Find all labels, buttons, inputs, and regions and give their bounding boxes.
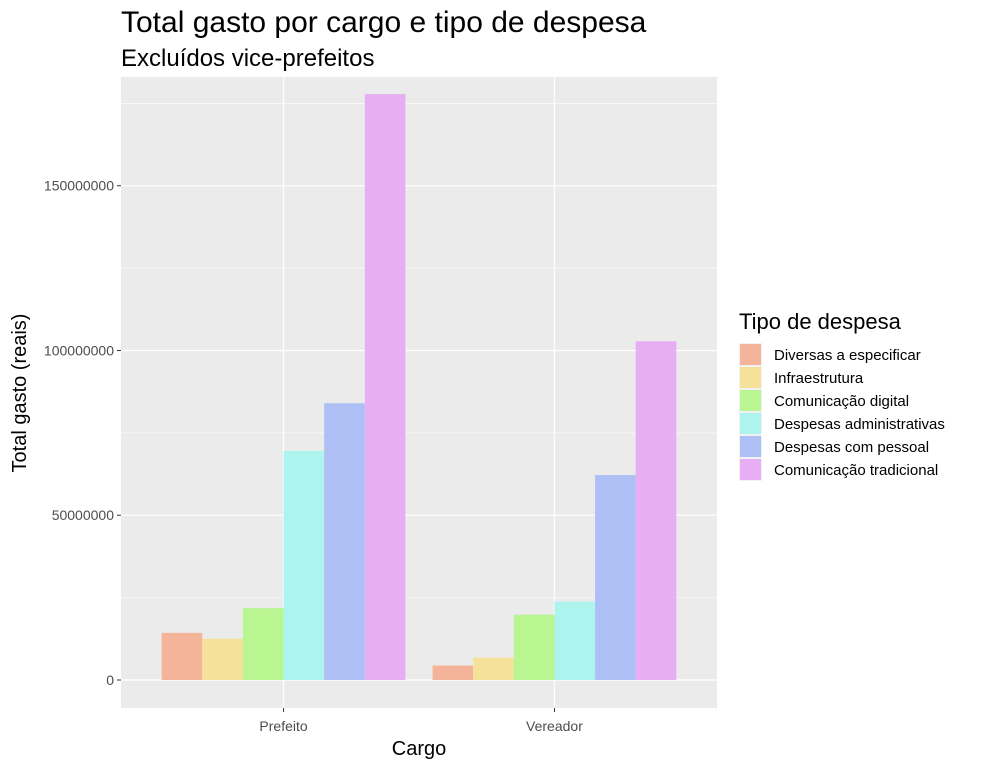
legend-label: Despesas com pessoal [774, 439, 929, 456]
y-tick-label: 50000000 [52, 507, 115, 523]
bar [554, 601, 596, 680]
bar [242, 608, 284, 680]
bar [513, 614, 555, 680]
x-tick-label: Vereador [526, 718, 583, 734]
legend: Tipo de despesa Diversas a especificar In… [739, 309, 945, 481]
bar [324, 403, 365, 680]
legend-label: Diversas a especificar [774, 347, 921, 364]
y-tick-label: 0 [106, 672, 114, 688]
legend-swatch [740, 390, 761, 411]
y-tick-label: 100000000 [44, 342, 114, 358]
legend-label: Comunicação tradicional [774, 462, 938, 479]
legend-swatch [740, 344, 761, 365]
bar [283, 450, 325, 680]
legend-swatch [740, 436, 761, 457]
bar [161, 632, 203, 680]
bar [202, 638, 243, 680]
legend-label: Infraestrutura [774, 370, 864, 387]
legend-swatch [740, 367, 761, 388]
y-axis-title: Total gasto (reais) [9, 314, 31, 473]
legend-swatch [740, 459, 761, 480]
bar [473, 657, 514, 680]
legend-swatch [740, 413, 761, 434]
x-axis-title: Cargo [392, 738, 446, 760]
chart-subtitle: Excluídos vice-prefeitos [121, 45, 374, 72]
legend-label: Despesas administrativas [774, 416, 945, 433]
y-tick-label: 150000000 [44, 178, 114, 194]
legend-title: Tipo de despesa [739, 309, 902, 334]
chart-title: Total gasto por cargo e tipo de despesa [121, 6, 647, 39]
y-axis: 0 50000000 100000000 150000000 [44, 178, 121, 688]
bar [364, 94, 406, 680]
bar [595, 475, 636, 680]
bar [635, 341, 677, 680]
bar [432, 665, 474, 680]
x-axis: Prefeito Vereador [259, 708, 583, 734]
x-tick-label: Prefeito [259, 718, 307, 734]
legend-label: Comunicação digital [774, 393, 909, 410]
bars [161, 94, 677, 680]
